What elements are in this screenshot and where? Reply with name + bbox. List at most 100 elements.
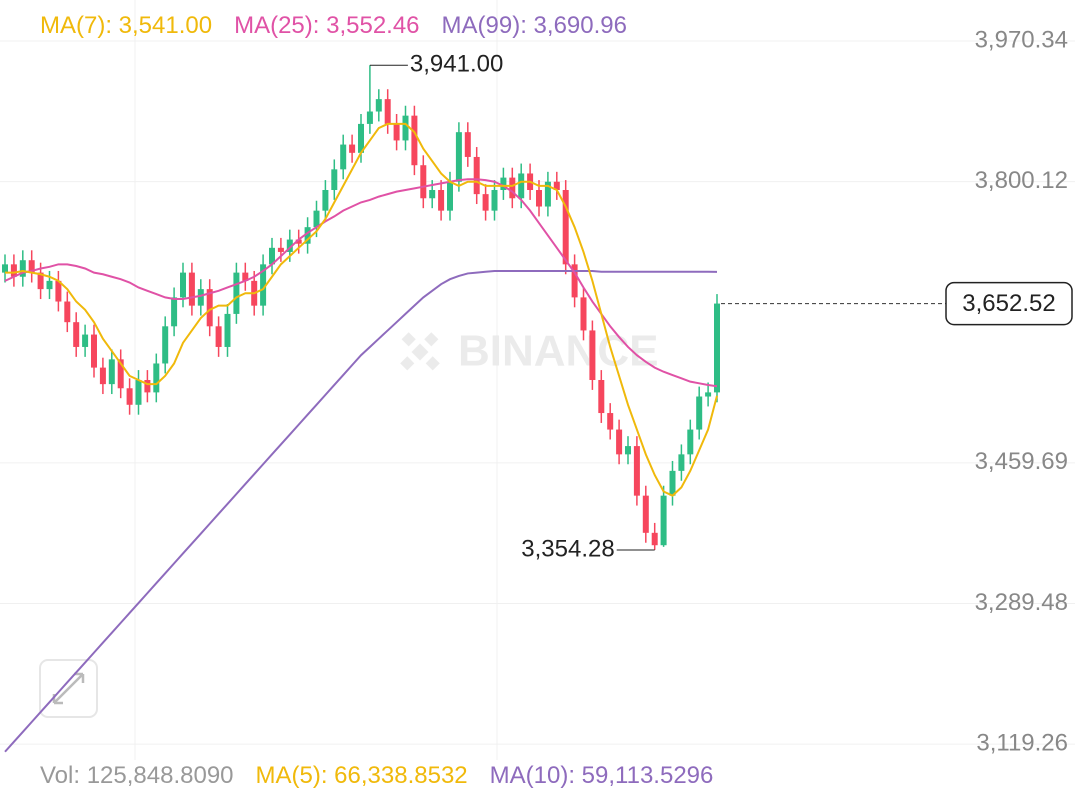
candle-body bbox=[402, 115, 409, 141]
candle-body bbox=[571, 264, 578, 298]
candle-body bbox=[509, 177, 516, 199]
candle-body bbox=[625, 446, 631, 455]
candle-body bbox=[518, 173, 525, 199]
candle-body bbox=[429, 190, 436, 199]
candle-body bbox=[153, 363, 160, 393]
candle-body bbox=[384, 99, 391, 124]
candle-body bbox=[358, 123, 364, 153]
candle-body bbox=[197, 289, 204, 306]
candle-body bbox=[580, 297, 587, 331]
candle-body bbox=[162, 326, 169, 364]
candle-body bbox=[260, 264, 267, 306]
candle-body bbox=[73, 322, 80, 347]
candle-body bbox=[500, 177, 507, 190]
legend-entry: MA(7): 3,541.00 bbox=[40, 12, 213, 39]
candle-body bbox=[117, 359, 124, 389]
candle-body bbox=[108, 359, 115, 385]
candle-body bbox=[304, 227, 311, 244]
candle-body bbox=[349, 144, 356, 153]
candle-body bbox=[64, 301, 71, 323]
candle-body bbox=[678, 454, 685, 471]
y-tick-label: 3,119.26 bbox=[976, 729, 1068, 756]
candle-body bbox=[224, 313, 231, 347]
legend-entry: Vol: 125,848.8090 bbox=[40, 762, 234, 789]
candle-body bbox=[2, 264, 8, 273]
candle-body bbox=[455, 132, 462, 182]
candle-body bbox=[180, 272, 186, 298]
candle-body bbox=[696, 396, 703, 430]
candle-body bbox=[135, 380, 142, 405]
candle-body bbox=[705, 392, 712, 397]
legend-entry: MA(5): 66,338.8532 bbox=[255, 762, 468, 789]
candle-body bbox=[215, 326, 222, 347]
candle-body bbox=[482, 194, 489, 211]
candle-body bbox=[536, 190, 542, 207]
candle-body bbox=[375, 99, 382, 112]
candle-body bbox=[91, 334, 97, 368]
watermark-logo bbox=[400, 332, 440, 371]
watermark-text: BINANCE bbox=[458, 327, 658, 376]
candle-body bbox=[589, 330, 596, 380]
candle-body bbox=[340, 144, 347, 170]
candle-body bbox=[544, 181, 551, 207]
legend-entry: MA(25): 3,552.46 bbox=[234, 12, 420, 39]
candle-body bbox=[562, 190, 569, 265]
high-label: 3,941.00 bbox=[410, 51, 503, 78]
ma-line bbox=[4, 269, 718, 753]
candle-body bbox=[607, 413, 614, 430]
candle-body bbox=[642, 495, 649, 533]
candle-body bbox=[19, 260, 26, 277]
candle-body bbox=[277, 247, 284, 252]
candle-body bbox=[171, 297, 178, 327]
candle-body bbox=[82, 334, 89, 347]
volume-legend: Vol: 125,848.8090 MA(5): 66,338.8532 MA(10… bbox=[40, 762, 713, 790]
candle-body bbox=[269, 247, 275, 265]
candle-body bbox=[206, 289, 213, 327]
candle-body bbox=[651, 532, 658, 546]
candle-body bbox=[322, 190, 329, 211]
candle-body bbox=[144, 380, 151, 393]
last-price-box bbox=[945, 281, 1073, 326]
legend-entry: MA(10): 59,113.5296 bbox=[489, 762, 714, 789]
ma-line bbox=[5, 122, 718, 497]
candle-body bbox=[438, 190, 445, 211]
candle-body bbox=[188, 272, 195, 306]
candle-body bbox=[37, 272, 44, 290]
candle-body bbox=[687, 429, 694, 455]
candle-body bbox=[669, 470, 676, 496]
candle-body bbox=[633, 446, 640, 496]
candle-body bbox=[28, 260, 35, 273]
candle-body bbox=[598, 380, 605, 414]
candle-body bbox=[286, 239, 293, 252]
y-tick-label: 3,459.69 bbox=[975, 448, 1068, 475]
candle-body bbox=[553, 181, 560, 190]
candle-body bbox=[616, 429, 623, 455]
candle-body bbox=[473, 156, 480, 195]
candle-body bbox=[55, 280, 62, 302]
candle-body bbox=[411, 115, 418, 166]
legend-entry: MA(99): 3,690.96 bbox=[441, 12, 627, 39]
candle-body bbox=[420, 165, 427, 199]
low-label: 3,354.28 bbox=[521, 535, 614, 562]
candle-body bbox=[464, 132, 471, 157]
expand-button[interactable] bbox=[39, 659, 98, 718]
last-price-label: 3,652.52 bbox=[962, 290, 1055, 317]
candle-body bbox=[99, 367, 106, 385]
ma-legend: MA(7): 3,541.00 MA(25): 3,552.46 MA(99): 3… bbox=[40, 12, 627, 40]
candle-body bbox=[447, 181, 453, 211]
candle-body bbox=[126, 388, 133, 405]
y-tick-label: 3,289.48 bbox=[975, 589, 1068, 616]
ma-line bbox=[4, 178, 718, 388]
candle-body bbox=[491, 190, 498, 211]
y-tick-label: 3,970.34 bbox=[975, 26, 1068, 53]
candle-body bbox=[393, 123, 400, 141]
candle-body bbox=[46, 280, 53, 290]
candle-body bbox=[10, 264, 17, 277]
candle-body bbox=[714, 303, 720, 393]
y-tick-label: 3,800.12 bbox=[975, 167, 1068, 194]
candle-body bbox=[295, 239, 302, 244]
candle-body bbox=[313, 210, 320, 228]
candle-body bbox=[242, 272, 249, 281]
